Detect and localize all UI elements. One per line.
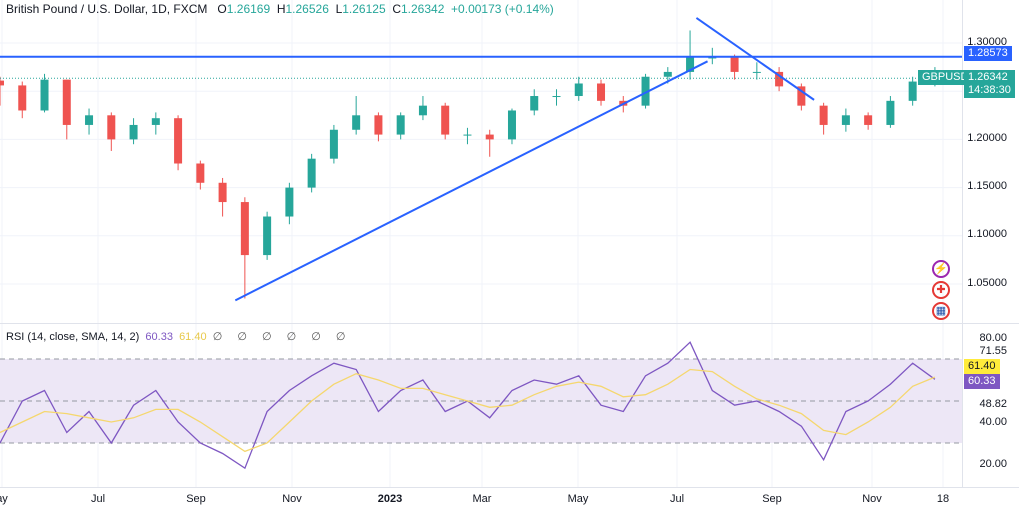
drawings[interactable]	[0, 17, 962, 302]
candle-body	[151, 118, 160, 125]
candle-body	[396, 115, 405, 135]
candle-body	[307, 158, 316, 188]
candle-body	[441, 105, 450, 135]
candle-body	[174, 118, 183, 164]
candle-body	[797, 86, 806, 106]
time-tick: Jul	[90, 493, 106, 505]
candle-body	[552, 96, 561, 98]
candle-body	[40, 79, 49, 111]
high-label: H	[276, 2, 286, 16]
time-tick: Mar	[472, 493, 492, 505]
candle-body	[663, 71, 672, 77]
uk-flag-icon[interactable]: ✚	[932, 281, 950, 299]
close-label: C	[392, 2, 401, 16]
candle-body	[329, 129, 338, 159]
rsi-tick: 71.55	[979, 345, 1007, 357]
sma-value: 61.40	[179, 331, 207, 343]
rsi-tag: 60.33	[964, 374, 1000, 389]
candle-body	[463, 134, 472, 136]
rsi-value: 60.33	[145, 331, 173, 343]
low-value: 1.26125	[342, 2, 386, 16]
candle-body	[530, 96, 539, 111]
open-label: O	[217, 2, 227, 16]
time-tick: ay	[0, 493, 8, 505]
candle-body	[574, 83, 583, 97]
time-tick: 2023	[377, 493, 403, 505]
candle-body	[886, 100, 895, 125]
trend-line	[695, 17, 815, 101]
rsi-band-lines	[0, 358, 962, 444]
candle-body	[485, 134, 494, 140]
rsi-tick: 40.00	[979, 416, 1007, 428]
candle-body	[240, 202, 249, 256]
candle-body	[196, 163, 205, 183]
candle-body	[686, 57, 695, 72]
candle-body	[218, 182, 227, 203]
rsi-tick: 20.00	[979, 458, 1007, 470]
rsi-legend[interactable]: RSI (14, close, SMA, 14, 2) 60.33 61.40 …	[6, 330, 352, 343]
last-price-tag: 1.26342 14:38:30	[964, 70, 1015, 98]
candle-body	[107, 115, 116, 140]
sma-line	[0, 368, 936, 453]
time-tick: 18	[936, 493, 950, 505]
candle-body	[908, 81, 917, 101]
price-tick: 1.30000	[967, 36, 1007, 48]
rsi-lines	[0, 341, 936, 470]
open-value: 1.26169	[226, 2, 271, 16]
candle-body	[597, 83, 606, 101]
candle-body	[85, 115, 94, 125]
symbol-tag: GBPUSD	[918, 70, 973, 85]
rsi-tick: 48.82	[979, 398, 1007, 410]
time-tick: Sep	[762, 493, 782, 505]
candles	[0, 30, 939, 299]
time-tick: May	[567, 493, 589, 505]
close-value: 1.26342	[400, 2, 445, 16]
time-tick: Jul	[669, 493, 685, 505]
candle-body	[730, 57, 739, 72]
lightning-icon[interactable]: ⚡	[932, 260, 950, 278]
candle-body	[18, 85, 27, 111]
us-flag-icon[interactable]: ▦	[932, 302, 950, 320]
time-tick: Nov	[282, 493, 302, 505]
candle-body	[0, 80, 4, 86]
hline-price-tag: 1.28573	[964, 46, 1012, 61]
time-tick: Sep	[186, 493, 206, 505]
last-price: 1.26342	[968, 71, 1008, 83]
price-tick: 1.10000	[967, 228, 1007, 240]
candle-body	[62, 79, 71, 125]
candle-body	[819, 105, 828, 125]
countdown: 14:38:30	[968, 84, 1011, 96]
candle-body	[864, 115, 873, 125]
candle-body	[352, 115, 361, 130]
high-value: 1.26526	[285, 2, 329, 16]
candle-body	[129, 124, 138, 140]
symbol-title: British Pound / U.S. Dollar, 1D, FXCM	[6, 2, 208, 16]
sma-tag: 61.40	[964, 359, 1000, 374]
candle-body	[418, 105, 427, 116]
candle-body	[374, 115, 383, 135]
low-label: L	[335, 2, 343, 16]
change-value: +0.00173 (+0.14%)	[451, 2, 554, 16]
price-tick: 1.15000	[967, 180, 1007, 192]
candle-body	[708, 57, 717, 59]
symbol-legend: British Pound / U.S. Dollar, 1D, FXCM O1…	[6, 2, 554, 16]
candle-body	[263, 216, 272, 256]
candle-body	[285, 187, 294, 217]
candle-body	[752, 71, 761, 73]
candle-body	[507, 110, 516, 140]
candle-body	[641, 76, 650, 106]
empty-values: ∅ ∅ ∅ ∅ ∅ ∅	[212, 331, 352, 343]
rsi-title: RSI (14, close, SMA, 14, 2)	[6, 331, 140, 343]
price-tick: 1.05000	[967, 277, 1007, 289]
trend-line	[234, 60, 709, 302]
rsi-tick: 80.00	[979, 332, 1007, 344]
time-tick: Nov	[862, 493, 882, 505]
candle-body	[775, 71, 784, 87]
candle-body	[841, 115, 850, 125]
price-tick: 1.20000	[967, 132, 1007, 144]
